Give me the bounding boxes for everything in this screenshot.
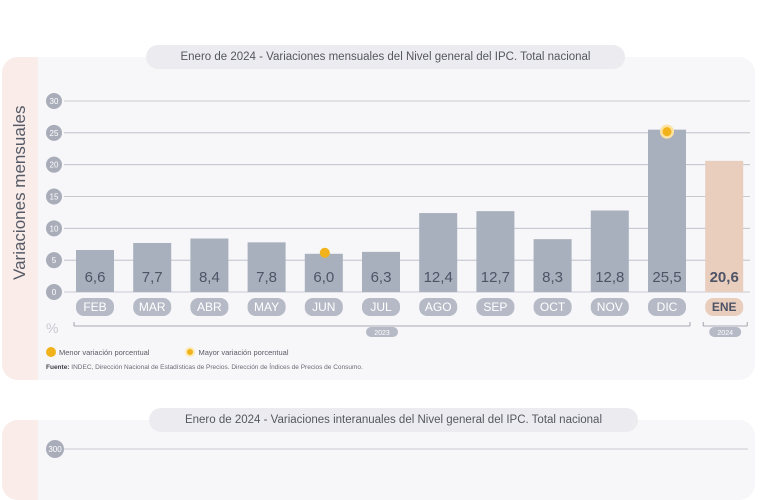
value-label-ene: 20,6	[710, 269, 739, 286]
source-note: Fuente: INDEC, Dirección Nacional de Est…	[46, 364, 363, 371]
year-pill-2024	[709, 327, 742, 337]
category-label-oct: OCT	[540, 300, 566, 314]
category-label-ene: ENE	[712, 300, 737, 314]
y-tick-badge-10	[46, 220, 62, 237]
y-tick-25: 25	[50, 129, 59, 138]
value-label-nov: 12,8	[595, 269, 624, 286]
y-tick-0: 0	[52, 288, 57, 297]
unit-label: %	[46, 320, 59, 336]
category-pill-abr	[190, 298, 229, 316]
year-label-2024: 2024	[717, 330, 733, 337]
value-label-jun: 6,0	[313, 269, 334, 286]
bar-ene	[705, 160, 744, 292]
category-pill-jul	[362, 298, 400, 316]
category-pill-jun	[304, 298, 343, 316]
annual-chart-title: Enero de 2024 - Variaciones interanuales…	[149, 408, 638, 432]
value-label-jul: 6,3	[371, 269, 392, 286]
category-label-jul: JUL	[370, 300, 392, 314]
y-tick-300: 300	[48, 445, 62, 454]
bar-dic	[648, 129, 686, 292]
y-tick-badge-0	[46, 284, 62, 300]
legend-item-min: Menor variación porcentual	[46, 347, 149, 357]
y-tick-badge-5	[46, 252, 62, 269]
title-date-2: Enero de 2024	[184, 414, 261, 426]
category-label-jun: JUN	[312, 300, 335, 314]
bar-abr	[190, 238, 229, 292]
annual-chart-axis: 300	[46, 440, 748, 458]
title-separator: -	[255, 51, 267, 63]
y-tick-20: 20	[50, 161, 59, 170]
year-label-2023: 2023	[374, 330, 390, 337]
y-tick-10: 10	[50, 224, 59, 233]
title-separator-2: -	[260, 414, 271, 426]
category-pill-ago	[419, 298, 458, 316]
year-pill-2023	[366, 327, 398, 337]
category-pill-nov	[590, 298, 629, 316]
value-label-feb: 6,6	[85, 269, 106, 286]
category-label-ago: AGO	[425, 300, 452, 314]
bar-may	[247, 242, 286, 292]
y-tick-badge-20	[46, 156, 62, 173]
bar-nov	[590, 210, 629, 292]
source-text: INDEC, Dirección Nacional de Estadística…	[69, 364, 363, 371]
title-description-2: Variaciones interanuales del Nivel gener…	[270, 414, 603, 426]
legend-item-max: Mayor variación porcentual	[185, 347, 289, 357]
bar-oct	[533, 239, 572, 292]
category-pill-ene	[705, 298, 744, 316]
legend-max-label: Mayor variación porcentual	[198, 347, 289, 357]
bar-jun	[304, 253, 343, 292]
max-marker-icon	[185, 347, 196, 357]
title-date: Enero de 2024	[180, 51, 256, 63]
category-label-feb: FEB	[83, 300, 106, 314]
y-tick-5: 5	[52, 256, 57, 265]
value-label-oct: 8,3	[542, 269, 563, 286]
y-tick-30: 30	[50, 97, 59, 106]
category-label-may: MAY	[254, 300, 279, 314]
y-tick-badge-30	[46, 93, 62, 109]
min-marker	[319, 247, 330, 258]
monthly-chart-title: Enero de 2024 - Variaciones mensuales de…	[146, 45, 625, 69]
category-label-nov: NOV	[597, 300, 623, 314]
source-label: Fuente:	[46, 364, 70, 371]
bar-sep	[476, 211, 515, 292]
y-tick-badge-15	[46, 188, 62, 205]
monthly-bar-chart: 0 5 10 15 20 25 30 6,6 FEB 7,7 MAR 8,4 ABR 7,8 MAY 6,0 J…	[46, 93, 750, 337]
value-label-dic: 25,5	[652, 269, 681, 286]
value-label-mar: 7,7	[142, 269, 163, 286]
category-label-sep: SEP	[483, 300, 507, 314]
category-pill-feb	[76, 298, 114, 316]
title-description: Variaciones mensuales del Nivel general …	[266, 51, 591, 63]
bar-mar	[133, 242, 172, 292]
value-label-ago: 12,4	[424, 269, 453, 286]
max-marker	[662, 127, 672, 137]
bar-ago	[419, 213, 458, 292]
category-pill-dic	[648, 298, 686, 316]
value-label-sep: 12,7	[481, 269, 510, 286]
y-tick-badge-25	[46, 124, 62, 141]
y-tick-badge-300	[46, 440, 64, 458]
category-pill-oct	[533, 298, 572, 316]
y-tick-15: 15	[50, 193, 59, 202]
min-marker-icon	[46, 347, 56, 357]
category-pill-may	[247, 298, 286, 316]
category-label-dic: DIC	[657, 300, 678, 314]
category-pill-sep	[476, 298, 515, 316]
category-label-abr: ABR	[197, 300, 222, 314]
ylabel-strip	[2, 57, 38, 380]
legend: Menor variación porcentual Mayor variaci…	[46, 344, 325, 360]
bar-jul	[362, 251, 400, 292]
value-label-may: 7,8	[256, 269, 277, 286]
category-pill-mar	[133, 298, 172, 316]
bar-feb	[76, 249, 114, 292]
value-label-abr: 8,4	[199, 269, 220, 286]
legend-min-label: Menor variación porcentual	[59, 347, 150, 357]
category-label-mar: MAR	[139, 300, 166, 314]
